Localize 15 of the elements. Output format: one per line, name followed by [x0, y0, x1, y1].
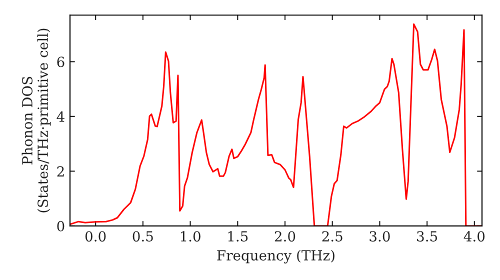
x-tick-label: 2.5 — [322, 231, 342, 242]
x-tick-label: 2.0 — [274, 231, 296, 242]
x-tick-label: 1.5 — [228, 231, 248, 242]
x-tick-label: 1.0 — [180, 231, 200, 242]
y-tick-label: 4 — [56, 111, 64, 122]
y-tick-label: 6 — [57, 56, 64, 68]
y-tick-label: 0 — [57, 220, 64, 232]
y-axis-title: Phonon DOS (States/THz·primitive cell) — [22, 28, 51, 212]
x-tick-label: 3.0 — [370, 231, 390, 242]
x-tick-label: 0.0 — [85, 231, 106, 242]
x-tick-label: 3.5 — [417, 231, 438, 242]
y-tick-label: 2 — [57, 166, 64, 176]
x-tick-label: 0.5 — [132, 231, 153, 242]
x-axis-title: Frequency (THz) — [217, 250, 334, 264]
x-tick-label: 4.0 — [464, 231, 485, 242]
